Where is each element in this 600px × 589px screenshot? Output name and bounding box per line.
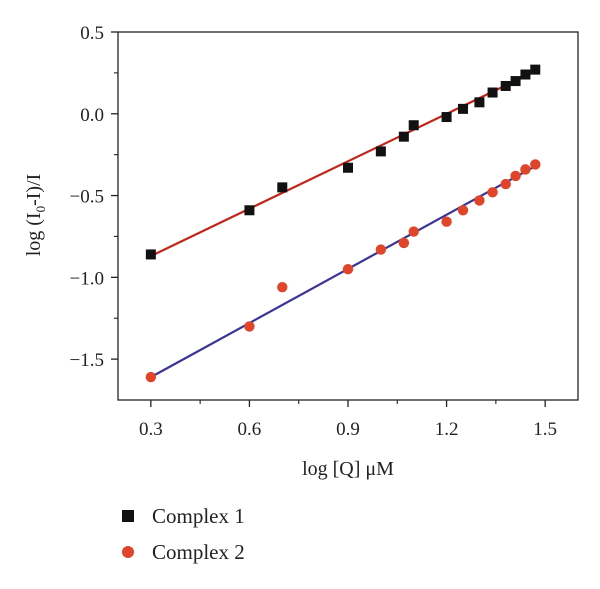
data-point-series-1 [408,120,419,131]
y-tick-label: 0.5 [80,23,104,44]
x-tick-label: 1.5 [533,419,557,440]
y-tick-label: 0.0 [80,105,104,126]
data-point-series-1 [343,162,353,173]
data-point-series-2 [474,195,485,206]
data-point-series-1 [487,87,498,98]
legend: Complex 1 Complex 2 [122,504,245,564]
y-axis-title-subscript: 0 [33,206,48,213]
data-point-series-1 [530,64,541,75]
y-axis-title: log (I0-I)/I [23,174,48,257]
data-point-series-1 [510,76,521,87]
data-point-series-1 [500,80,511,91]
x-axis-title: log [Q] μM [302,458,394,480]
y-tick-label: −1.0 [70,268,104,289]
data-point-series-1 [145,249,156,260]
data-point-series-2 [441,216,452,227]
data-point-series-1 [474,97,485,108]
data-point-series-1 [277,182,288,193]
x-tick-label: 0.3 [139,419,163,440]
data-point-series-1 [441,112,452,123]
x-tick-label: 0.6 [238,419,262,440]
data-point-series-1 [244,205,255,216]
data-point-series-2 [520,164,531,175]
data-point-series-1 [520,69,531,80]
data-point-series-2 [277,281,288,293]
data-point-series-2 [244,321,255,332]
fit-line-series-2 [150,165,536,379]
legend-label-complex-2: Complex 2 [152,540,245,564]
data-point-series-1 [398,131,409,142]
data-point-series-2 [487,187,498,198]
data-point-series-2 [500,178,511,190]
fit-lines [150,70,536,379]
data-point-series-1 [375,146,386,157]
data-point-series-2 [398,237,410,249]
data-point-series-2 [145,371,157,383]
data-point-series-2 [457,205,469,216]
y-tick-label: −1.5 [70,350,104,371]
ticks: 0.3 0.6 0.9 1.2 1.5 0.5 0.0 −0.5 −1.0 −1.5 [70,23,557,440]
y-tick-label: −0.5 [70,187,104,208]
data-point-series-2 [530,159,541,170]
x-tick-label: 1.2 [435,419,459,440]
data-point-series-2 [375,244,387,255]
legend-label-complex-1: Complex 1 [152,504,245,528]
data-point-series-1 [458,103,468,114]
data-point-series-2 [408,226,419,237]
data-points [145,64,541,383]
data-point-series-2 [510,170,521,182]
x-tick-label: 0.9 [336,419,360,440]
legend-marker-complex-2 [122,546,134,558]
y-axis-title-part: -I)/I [23,174,45,206]
data-point-series-2 [342,263,354,275]
y-axis-title-part: log (I [23,212,45,256]
legend-marker-complex-1 [122,510,134,522]
